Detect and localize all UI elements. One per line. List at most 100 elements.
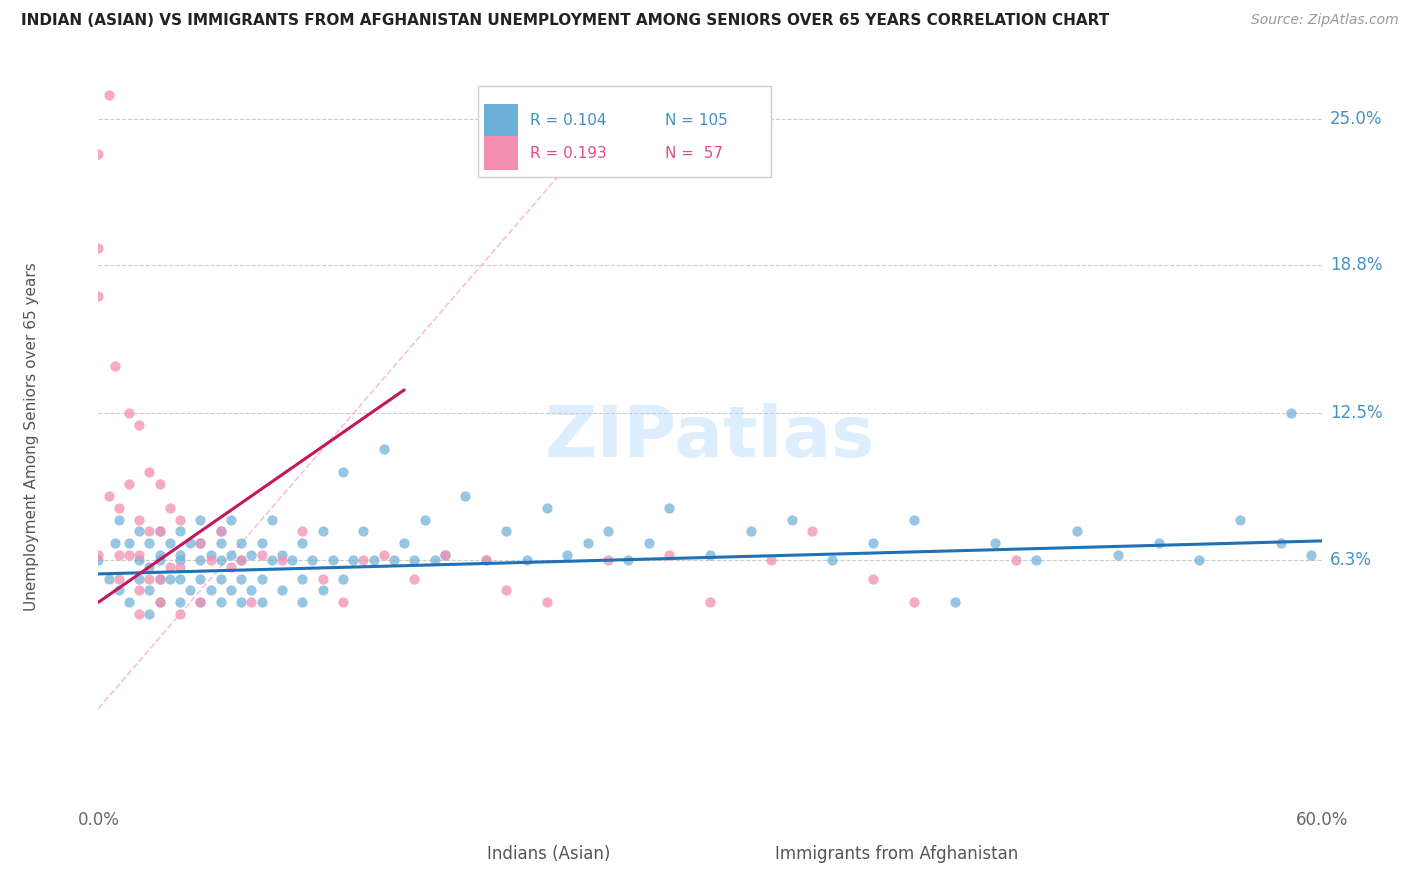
- Point: [87, 548, 110, 562]
- Point: [219, 559, 242, 574]
- Point: [108, 583, 131, 598]
- Point: [423, 553, 446, 567]
- Point: [97, 489, 120, 503]
- Point: [219, 583, 242, 598]
- Point: [149, 548, 172, 562]
- Point: [200, 583, 222, 598]
- Point: [291, 536, 314, 550]
- Point: [413, 513, 436, 527]
- Point: [1025, 553, 1047, 567]
- Point: [903, 513, 925, 527]
- Point: [128, 553, 150, 567]
- Point: [382, 553, 405, 567]
- Point: [87, 147, 110, 161]
- Point: [392, 536, 416, 550]
- FancyBboxPatch shape: [484, 136, 517, 170]
- Point: [281, 553, 304, 567]
- Point: [169, 513, 191, 527]
- Point: [118, 548, 141, 562]
- Point: [434, 548, 457, 562]
- Point: [373, 442, 395, 456]
- Point: [240, 548, 263, 562]
- Point: [200, 553, 222, 567]
- Point: [536, 595, 558, 609]
- Text: Immigrants from Afghanistan: Immigrants from Afghanistan: [775, 845, 1018, 863]
- Text: 12.5%: 12.5%: [1330, 404, 1382, 423]
- Point: [373, 548, 395, 562]
- Point: [200, 548, 222, 562]
- FancyBboxPatch shape: [478, 86, 772, 178]
- Point: [108, 500, 131, 515]
- Point: [332, 595, 354, 609]
- Point: [342, 553, 364, 567]
- Point: [536, 500, 558, 515]
- Point: [332, 466, 354, 480]
- Point: [250, 572, 273, 586]
- Point: [658, 548, 681, 562]
- Point: [740, 524, 762, 539]
- Point: [188, 536, 212, 550]
- Point: [138, 524, 160, 539]
- Point: [363, 553, 385, 567]
- Point: [312, 572, 335, 586]
- Point: [231, 536, 253, 550]
- Point: [1004, 553, 1026, 567]
- Text: 25.0%: 25.0%: [1330, 110, 1382, 128]
- Point: [159, 536, 181, 550]
- Point: [658, 500, 681, 515]
- Point: [118, 477, 141, 491]
- Point: [1066, 524, 1088, 539]
- Point: [188, 553, 212, 567]
- Point: [1147, 536, 1170, 550]
- Point: [118, 595, 141, 609]
- Point: [118, 536, 141, 550]
- Point: [352, 524, 374, 539]
- Point: [240, 595, 263, 609]
- Text: ZIPatlas: ZIPatlas: [546, 402, 875, 472]
- Point: [260, 513, 283, 527]
- Point: [699, 548, 721, 562]
- Point: [984, 536, 1007, 550]
- Point: [322, 553, 344, 567]
- Point: [637, 536, 661, 550]
- Point: [821, 553, 844, 567]
- Point: [260, 553, 283, 567]
- Point: [209, 595, 232, 609]
- Point: [118, 407, 141, 421]
- Point: [159, 572, 181, 586]
- Point: [149, 524, 172, 539]
- FancyBboxPatch shape: [453, 841, 479, 865]
- Point: [312, 583, 335, 598]
- Point: [219, 548, 242, 562]
- Point: [128, 572, 150, 586]
- Point: [128, 524, 150, 539]
- Point: [169, 553, 191, 567]
- Point: [209, 524, 232, 539]
- Point: [291, 595, 314, 609]
- Point: [495, 524, 517, 539]
- Point: [240, 583, 263, 598]
- Point: [169, 595, 191, 609]
- Point: [270, 548, 294, 562]
- Point: [270, 583, 294, 598]
- Point: [231, 595, 253, 609]
- Text: N =  57: N = 57: [665, 145, 723, 161]
- FancyBboxPatch shape: [484, 103, 517, 137]
- Point: [1301, 548, 1323, 562]
- Point: [598, 524, 620, 539]
- Point: [250, 595, 273, 609]
- Point: [454, 489, 477, 503]
- Point: [104, 536, 127, 550]
- Point: [97, 572, 120, 586]
- Point: [149, 572, 172, 586]
- Text: INDIAN (ASIAN) VS IMMIGRANTS FROM AFGHANISTAN UNEMPLOYMENT AMONG SENIORS OVER 65: INDIAN (ASIAN) VS IMMIGRANTS FROM AFGHAN…: [21, 13, 1109, 29]
- Point: [149, 572, 172, 586]
- Text: Unemployment Among Seniors over 65 years: Unemployment Among Seniors over 65 years: [24, 263, 38, 611]
- Point: [159, 559, 181, 574]
- Point: [128, 513, 150, 527]
- Point: [169, 524, 191, 539]
- Point: [169, 548, 191, 562]
- Point: [332, 572, 354, 586]
- Point: [188, 513, 212, 527]
- Point: [555, 548, 579, 562]
